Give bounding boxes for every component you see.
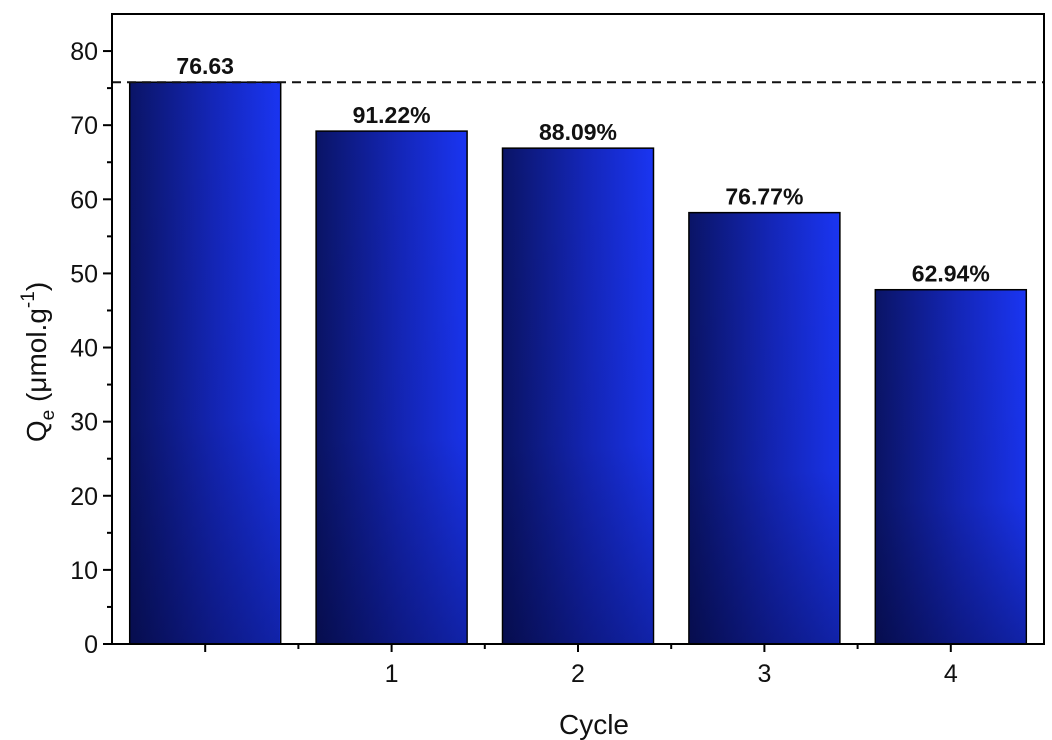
bar-shade-3: [689, 213, 839, 643]
x-tick-label-2: 2: [571, 660, 585, 688]
bar-value-label-1: 91.22%: [353, 102, 431, 128]
y-axis-title-unit: (μmol.g: [21, 308, 52, 410]
y-axis-title-main: Q: [21, 420, 52, 442]
bar-value-label-2: 88.09%: [539, 119, 617, 145]
bar-shade-0: [130, 83, 280, 643]
bar-shade-1: [317, 132, 467, 643]
bar-shade-2: [503, 149, 653, 643]
y-tick-label-7: 70: [70, 112, 98, 140]
y-axis-title-subscript: e: [38, 410, 59, 421]
y-tick-label-8: 80: [70, 38, 98, 66]
y-tick-label-1: 10: [70, 557, 98, 585]
bar-value-label-0: 76.63: [176, 53, 234, 79]
x-tick-label-1: 1: [385, 660, 399, 688]
y-tick-label-4: 40: [70, 335, 98, 363]
bar-value-label-3: 76.77%: [725, 184, 803, 210]
y-tick-label-6: 60: [70, 186, 98, 214]
y-tick-label-0: 0: [84, 631, 98, 659]
x-axis-title: Cycle: [559, 709, 629, 740]
y-axis-title: Qe (μmol.g-1): [18, 282, 59, 442]
data-labels-group: 76.63 91.22% 88.09% 76.77% 62.94%: [176, 53, 989, 287]
y-tick-label-2: 20: [70, 483, 98, 511]
bar-shade-4: [876, 290, 1026, 643]
y-tick-label-3: 30: [70, 409, 98, 437]
y-axis-title-close: ): [21, 282, 52, 291]
bars-group: [128, 81, 1028, 645]
bar-value-label-4: 62.94%: [912, 261, 990, 287]
y-tick-label-5: 50: [70, 260, 98, 288]
y-axis-title-superscript: -1: [18, 291, 39, 308]
x-tick-label-3: 3: [757, 660, 771, 688]
x-tick-label-4: 4: [944, 660, 958, 688]
